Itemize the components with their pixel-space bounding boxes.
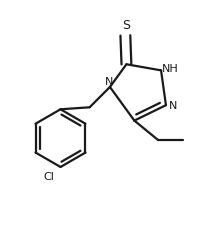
Text: S: S: [122, 19, 131, 32]
Text: N: N: [105, 77, 113, 87]
Text: N: N: [169, 101, 177, 111]
Text: Cl: Cl: [43, 172, 54, 182]
Text: NH: NH: [162, 64, 178, 74]
